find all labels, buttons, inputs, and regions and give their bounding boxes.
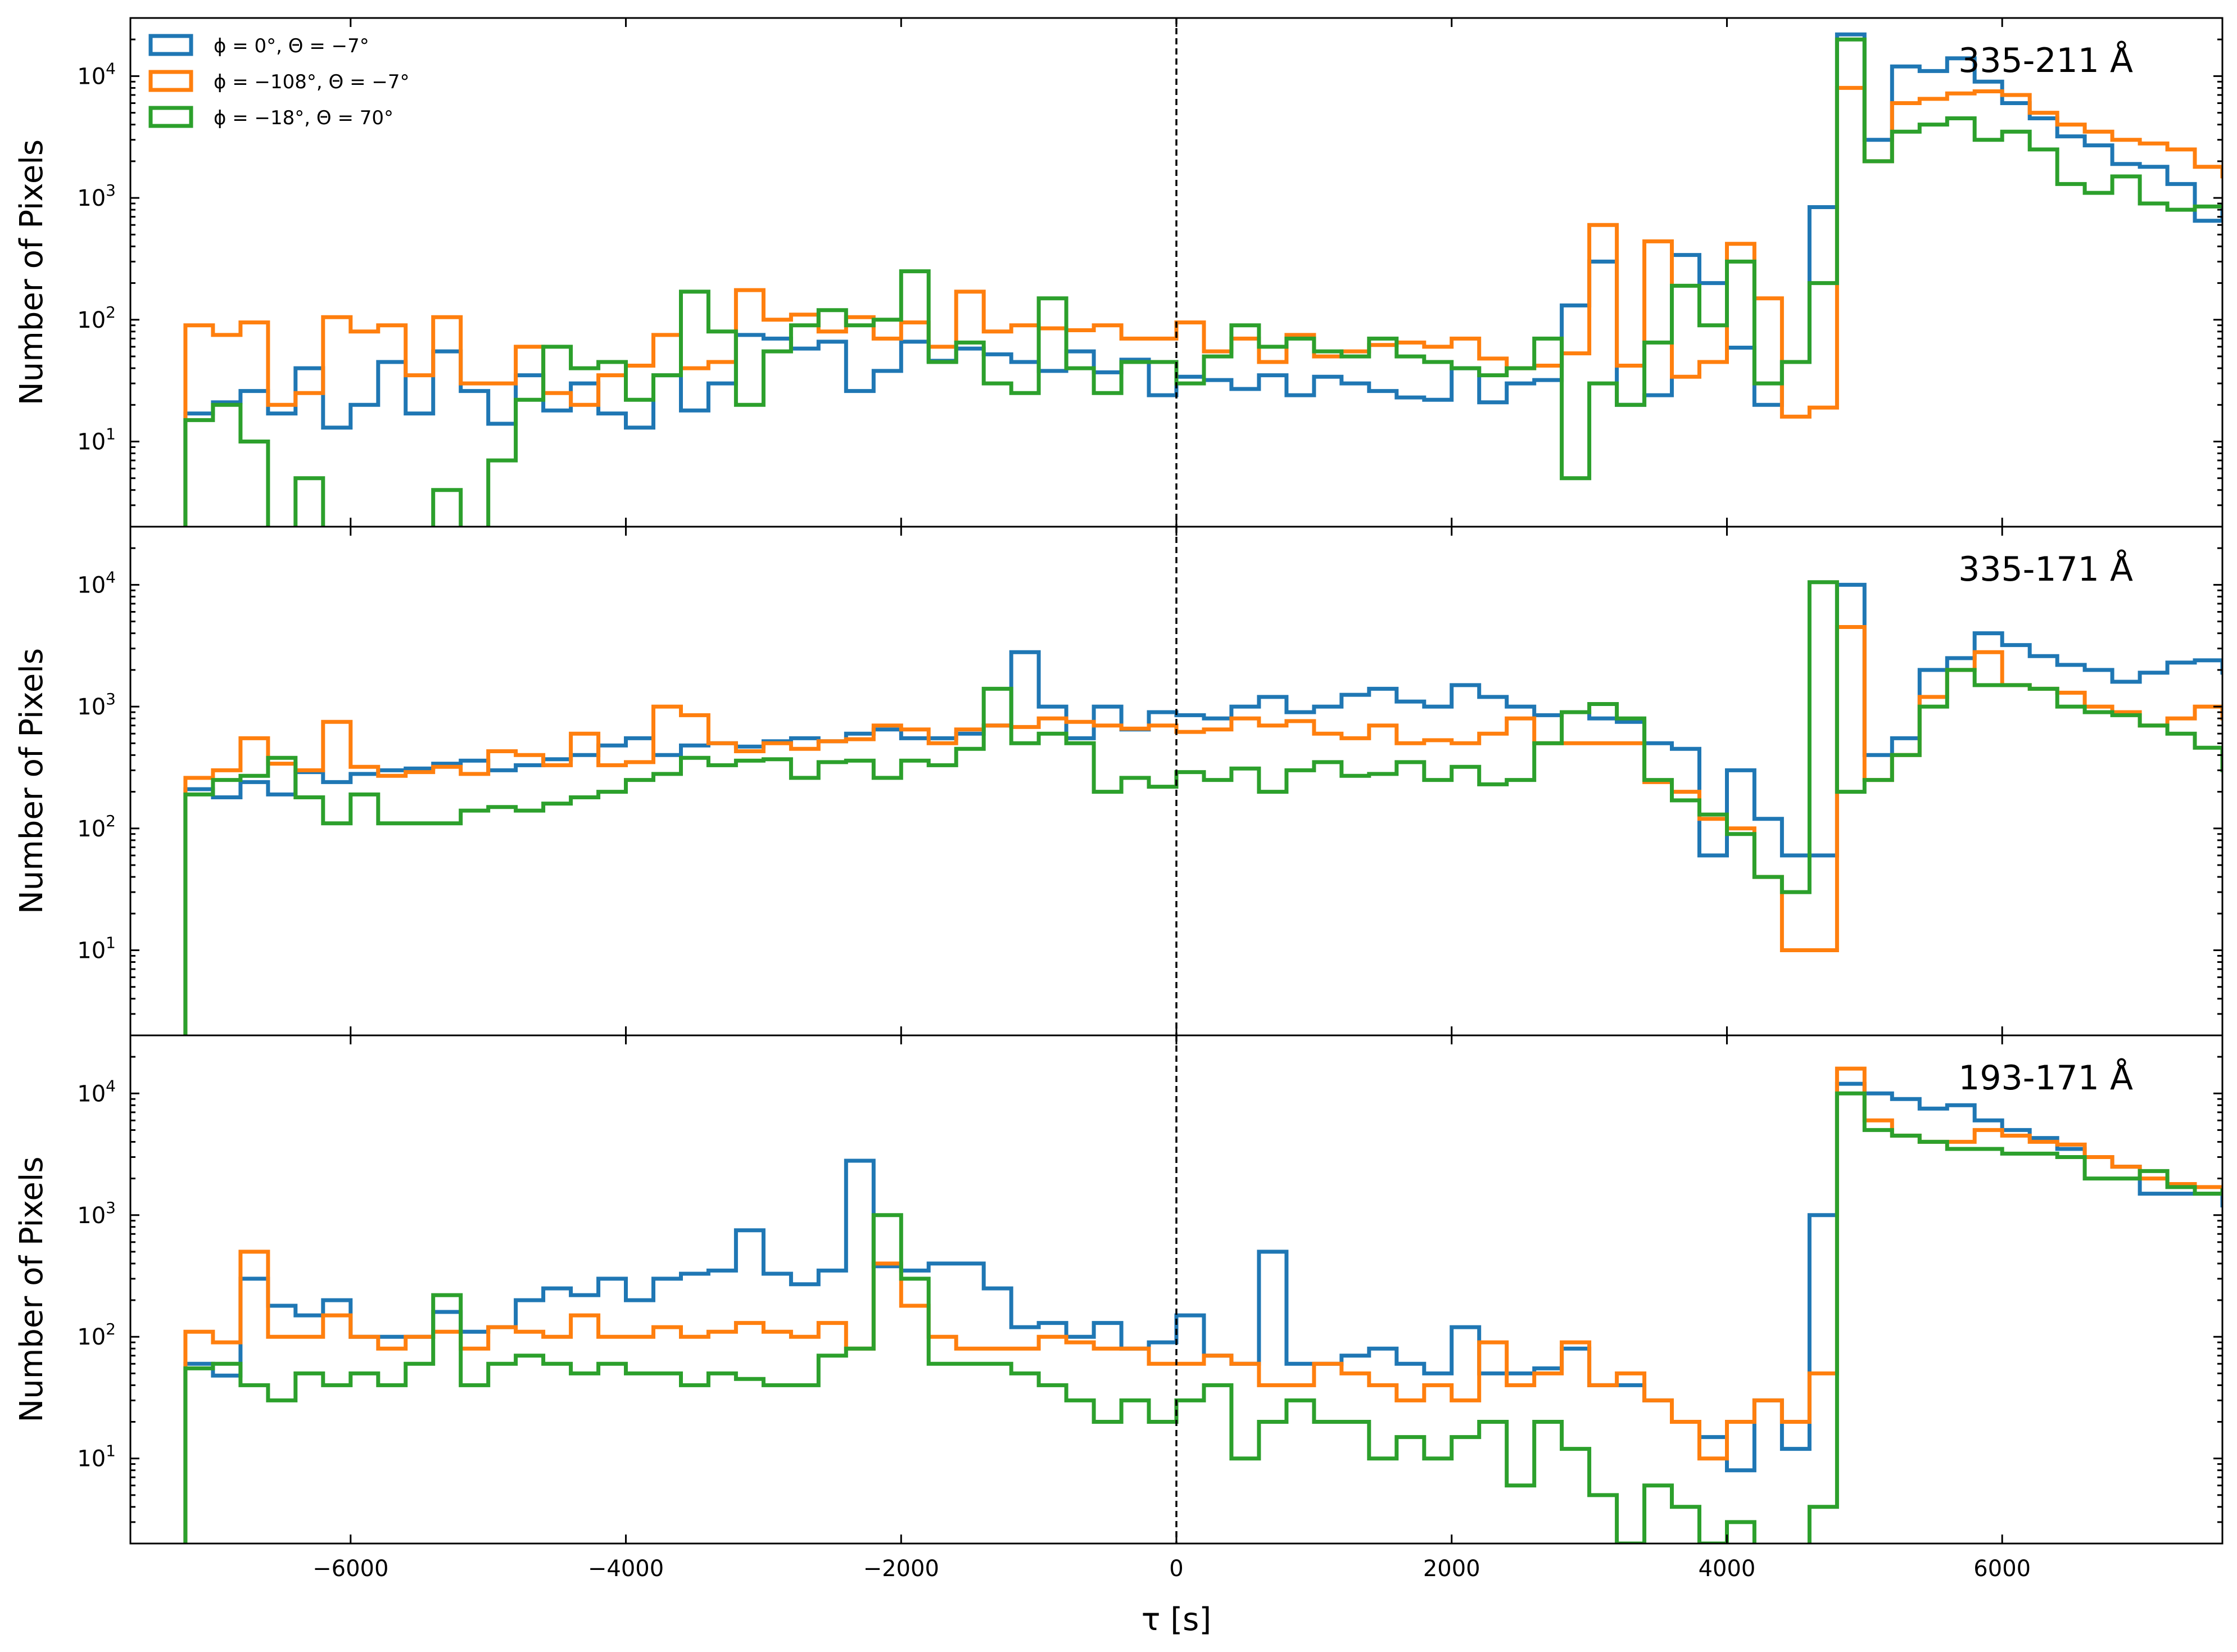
y-tick-label: 104 xyxy=(77,1076,116,1107)
series-line-3 xyxy=(183,37,2222,527)
y-tick-label: 101 xyxy=(77,1442,116,1472)
y-tick-label: 102 xyxy=(77,303,116,333)
x-tick-label: 6000 xyxy=(1973,1556,2031,1582)
y-axis-label: Number of Pixels xyxy=(13,1156,50,1422)
panel-title: 335-211 Å xyxy=(1958,40,2133,80)
series-line-3 xyxy=(183,1091,2222,1544)
x-tick-label: 2000 xyxy=(1423,1556,1480,1582)
series-line-2 xyxy=(183,1066,2222,1544)
series-group xyxy=(183,32,2222,527)
y-axis-label: Number of Pixels xyxy=(13,648,50,914)
y-tick-label: 102 xyxy=(77,812,116,842)
panel-2: 101 102 103 104 Number of Pixels 335-171 Å xyxy=(13,526,2224,1037)
y-tick-label: 101 xyxy=(77,425,116,455)
legend-label-3: ϕ = −18°, Θ = 70° xyxy=(214,107,393,129)
panel-title: 335-171 Å xyxy=(1958,549,2133,589)
x-tick-label: 0 xyxy=(1169,1556,1183,1582)
y-axis-label: Number of Pixels xyxy=(13,139,50,405)
y-tick-label: 103 xyxy=(77,690,116,720)
y-tick-label: 103 xyxy=(77,181,116,211)
legend-label-1: ϕ = 0°, Θ = −7° xyxy=(214,35,369,57)
panel-title: 193-171 Å xyxy=(1958,1058,2133,1098)
x-tick-label: 4000 xyxy=(1699,1556,1756,1582)
legend-swatch-1 xyxy=(148,34,193,56)
legend-swatch-2 xyxy=(148,70,193,92)
y-tick-label: 104 xyxy=(77,568,116,598)
legend: ϕ = 0°, Θ = −7° ϕ = −108°, Θ = −7° ϕ = −18… xyxy=(148,34,410,129)
x-tick-label: −6000 xyxy=(313,1556,388,1582)
series-group xyxy=(183,580,2222,1035)
legend-swatch-3 xyxy=(148,106,193,128)
legend-label-2: ϕ = −108°, Θ = −7° xyxy=(214,71,410,93)
series-line-3 xyxy=(183,580,2222,1035)
y-tick-label: 103 xyxy=(77,1198,116,1229)
y-tick-label: 104 xyxy=(77,59,116,89)
panel-3: −6000 −4000 −2000 0 2000 4000 6000 101 102 103 104… xyxy=(13,1034,2224,1582)
series-group xyxy=(183,1066,2222,1544)
panel-1: 101 102 103 104 Number of Pixels 335-211 Å ϕ =… xyxy=(13,17,2224,528)
panels: 101 102 103 104 Number of Pixels 335-211 Å ϕ =… xyxy=(13,17,2224,1582)
x-tick-label: −4000 xyxy=(588,1556,664,1582)
x-tick-label: −2000 xyxy=(863,1556,939,1582)
y-tick-label: 101 xyxy=(77,934,116,964)
series-line-2 xyxy=(183,625,2222,1035)
y-tick-label: 102 xyxy=(77,1320,116,1350)
x-axis-label: τ [s] xyxy=(1142,1601,1211,1638)
